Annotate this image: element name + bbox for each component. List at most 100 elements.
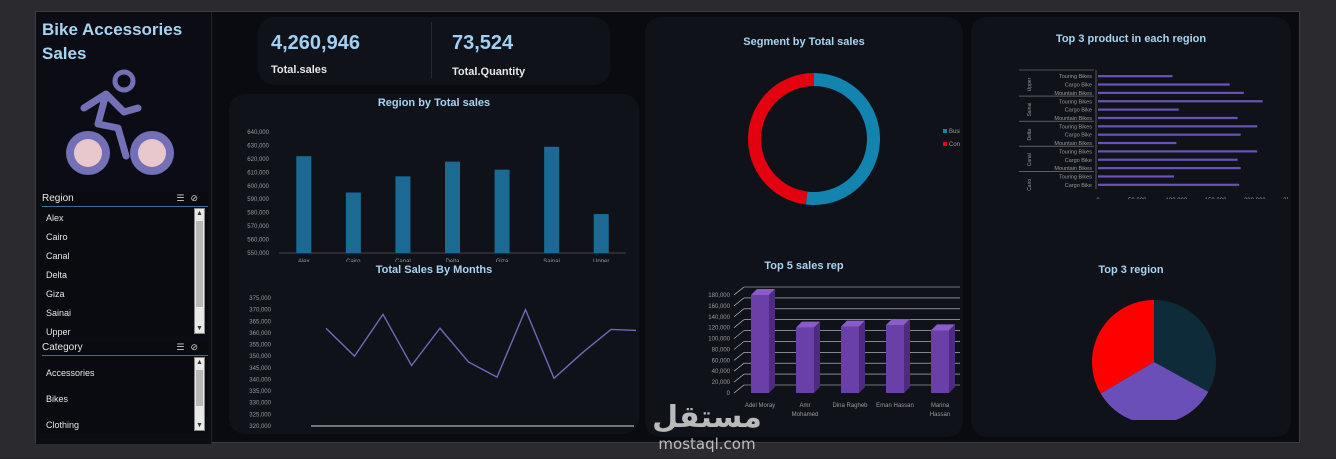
y-tick-label: 340,000 <box>249 377 271 383</box>
category-scrollbar[interactable]: ▲ ▼ <box>194 357 205 431</box>
top-region-chart-title: Top 3 region <box>1098 264 1164 276</box>
pie-slice <box>1154 300 1216 392</box>
grid-line <box>733 297 745 307</box>
region-sales-chart: 550,000 560,000 570,000 580,000 590,000 600,0… <box>247 130 626 262</box>
region-slicer[interactable]: Region ☰⊘ Alex Cairo Canal Delta Giza Sainai U… <box>40 192 208 337</box>
group-label: Sainai <box>1027 103 1033 117</box>
bar-side <box>859 320 865 393</box>
y-tick-label: 345,000 <box>249 366 271 372</box>
group-label: Upper <box>1027 77 1033 91</box>
y-tick-label: 100,000 <box>708 337 730 343</box>
sidebar: Bike Accessories Sales Region ☰⊘ Alex Cai… <box>36 12 212 444</box>
y-tick-label: 630,000 <box>247 143 269 149</box>
y-tick-label: 80,000 <box>712 347 731 353</box>
bar <box>1098 167 1241 170</box>
region-slicer-item[interactable]: Canal <box>46 251 70 261</box>
x-tick-label: Eman Hassan <box>876 403 914 409</box>
grid-line <box>733 319 745 328</box>
clear-filter-icon[interactable]: ⊘ <box>190 342 204 352</box>
bar <box>1098 83 1230 86</box>
y-tick-label: Mountain Bikes <box>1054 116 1092 122</box>
bar <box>1098 91 1244 94</box>
bar <box>1098 133 1241 136</box>
multi-select-icon[interactable]: ☰ <box>176 193 191 203</box>
segment-chart-title: Segment by Total sales <box>743 36 865 48</box>
x-tick-label: Mohamed <box>792 412 819 417</box>
y-tick-label: 355,000 <box>249 343 271 349</box>
x-tick-label: Marina <box>931 403 950 409</box>
region-slicer-item[interactable]: Giza <box>46 289 65 299</box>
scroll-thumb[interactable] <box>196 221 203 307</box>
monthly-sales-chart: 320,000 325,000 330,000 335,000 340,000 345,0… <box>249 296 636 430</box>
legend-swatch <box>943 129 947 133</box>
y-tick-label: 640,000 <box>247 130 269 136</box>
bar-side <box>949 324 955 393</box>
segment-sales-chart: Business Consumer <box>747 72 960 205</box>
y-tick-label: 590,000 <box>247 197 269 203</box>
region-slicer-item[interactable]: Alex <box>46 213 64 223</box>
bar <box>395 176 411 253</box>
watermark: مستقل mostaql.com <box>642 400 772 459</box>
total-sales-label: Total.sales <box>271 64 328 76</box>
y-tick-label: Mountain Bikes <box>1054 141 1092 147</box>
left-charts-panel <box>229 94 639 434</box>
category-slicer-item[interactable]: Clothing <box>46 420 80 430</box>
category-slicer[interactable]: Category ☰⊘ Accessories Bikes Clothing ▲ ▼ <box>40 341 208 433</box>
region-slicer-item[interactable]: Delta <box>46 270 68 280</box>
y-tick-label: 610,000 <box>247 170 269 176</box>
region-slicer-item[interactable]: Upper <box>46 327 71 337</box>
category-slicer-item[interactable]: Accessories <box>46 368 95 378</box>
series-line <box>325 307 636 380</box>
pie-slice <box>1100 362 1209 420</box>
scroll-down-icon[interactable]: ▼ <box>196 325 203 332</box>
y-tick-label: 140,000 <box>708 315 730 321</box>
group-label: Canal <box>1027 153 1033 166</box>
bar-top <box>886 318 910 325</box>
x-tick-label: Upper <box>593 259 609 262</box>
scroll-thumb[interactable] <box>196 370 203 406</box>
bar <box>1098 108 1179 111</box>
bar <box>593 214 609 253</box>
y-tick-label: 320,000 <box>249 424 271 430</box>
bar <box>751 295 769 393</box>
x-tick-label: 150,000 <box>1205 198 1227 199</box>
legend-label: Consumer <box>949 142 960 148</box>
y-tick-label: 560,000 <box>247 238 269 244</box>
region-slicer-label: Region <box>42 193 74 204</box>
clear-filter-icon[interactable]: ⊘ <box>190 193 204 203</box>
bar-side <box>814 321 820 393</box>
scroll-up-icon[interactable]: ▲ <box>196 359 203 366</box>
legend-label: Business <box>949 129 960 135</box>
y-tick-label: Cargo Bike <box>1065 83 1092 89</box>
bar <box>296 156 312 253</box>
category-slicer-label: Category <box>42 342 83 353</box>
region-slicer-item[interactable]: Cairo <box>46 232 68 242</box>
grid-line <box>733 330 745 339</box>
y-tick-label: Touring Bikes <box>1059 149 1092 155</box>
bar <box>1098 150 1258 153</box>
x-tick-label: Canal <box>395 259 411 262</box>
y-tick-label: Cargo Bike <box>1065 133 1092 139</box>
y-tick-label: 60,000 <box>712 358 731 364</box>
scroll-up-icon[interactable]: ▲ <box>196 210 203 217</box>
bar-top <box>751 289 775 295</box>
bicycle-icon <box>66 69 174 175</box>
bar <box>1098 100 1263 103</box>
scroll-down-icon[interactable]: ▼ <box>196 422 203 429</box>
x-tick-label: Amr <box>800 403 811 409</box>
kpi-panel <box>258 17 610 85</box>
category-slicer-item[interactable]: Bikes <box>46 394 69 404</box>
grid-line <box>733 286 745 296</box>
y-tick-label: 160,000 <box>708 304 730 310</box>
group-label: Delta <box>1027 129 1033 141</box>
y-tick-label: Cargo Bike <box>1065 183 1092 189</box>
y-tick-label: Mountain Bikes <box>1054 166 1092 172</box>
bar-side <box>769 289 775 393</box>
region-scrollbar[interactable]: ▲ ▼ <box>194 208 205 334</box>
dashboard: Bike Accessories Sales Region ☰⊘ Alex Cai… <box>35 11 1300 453</box>
bar <box>544 146 560 253</box>
multi-select-icon[interactable]: ☰ <box>176 342 191 352</box>
region-slicer-item[interactable]: Sainai <box>46 308 72 318</box>
grid-line <box>733 352 745 361</box>
bar-top <box>841 320 865 327</box>
